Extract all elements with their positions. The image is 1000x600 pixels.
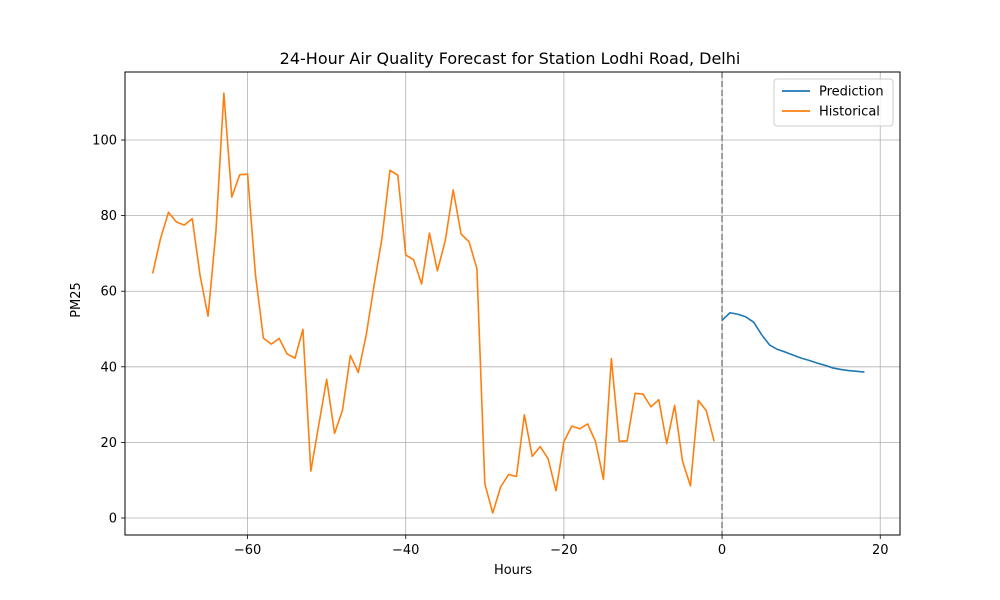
y-tick-label: 0: [109, 511, 117, 526]
plot-frame: [124, 71, 901, 536]
chart-title: 24-Hour Air Quality Forecast for Station…: [280, 49, 741, 68]
x-tick-label: −20: [550, 543, 577, 558]
legend-label: Historical: [819, 105, 880, 120]
y-tick-label: 60: [100, 285, 117, 300]
y-tick-label: 100: [92, 134, 117, 149]
axis-ticks: −60 −40 −20 0 20 0 20 40 60 80 100: [92, 134, 888, 558]
series-layer: [151, 92, 865, 514]
x-tick-label: 20: [872, 543, 889, 558]
y-tick-label: 80: [100, 209, 117, 224]
legend: Prediction Historical: [773, 78, 894, 127]
x-tick-label: −60: [234, 543, 261, 558]
legend-label: Prediction: [819, 85, 884, 100]
x-tick-label: −40: [392, 543, 419, 558]
x-tick-label: 0: [718, 543, 726, 558]
plot-area: −60 −40 −20 0 20 0 20 40 60 80 100: [92, 71, 901, 558]
grid: [125, 72, 900, 535]
y-axis-label: PM25: [69, 282, 84, 318]
series-line-historical: [151, 92, 715, 514]
series-line-prediction: [721, 311, 865, 373]
y-tick-label: 20: [100, 436, 117, 451]
x-axis-label: Hours: [494, 563, 532, 578]
y-tick-label: 40: [100, 360, 117, 375]
